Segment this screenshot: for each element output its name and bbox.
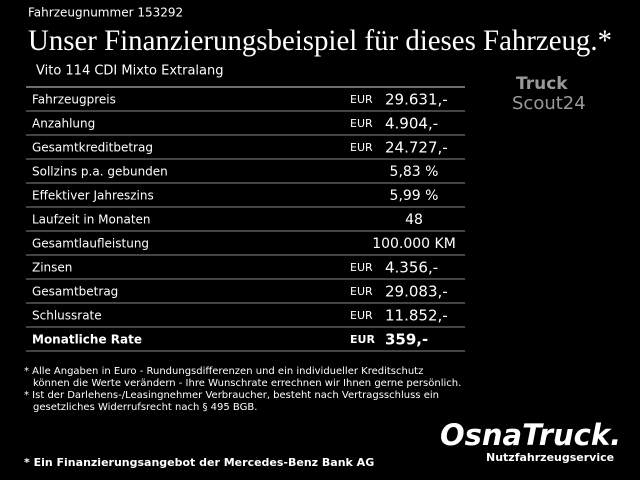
row-currency: EUR — [350, 285, 373, 298]
row-currency: EUR — [350, 333, 375, 346]
dealer-name: OsnaTruck. — [440, 418, 621, 452]
footnotes: * Alle Angaben in Euro - Rundungsdiffere… — [24, 366, 461, 413]
row-value: 29.083,- — [385, 283, 448, 301]
row-label: Fahrzeugpreis — [32, 93, 116, 107]
row-currency: EUR — [350, 117, 373, 130]
row-value: 24.727,- — [385, 139, 448, 157]
row-currency: EUR — [350, 141, 373, 154]
bottom-note: * Ein Finanzierungsangebot der Mercedes-… — [24, 456, 374, 469]
row-label: Schlussrate — [32, 309, 102, 323]
row-currency: EUR — [350, 309, 373, 322]
row-value: 4.356,- — [385, 259, 438, 277]
row-currency: EUR — [350, 93, 373, 106]
row-value: 5,83 % — [390, 164, 439, 180]
logo-scout: Scout24 — [512, 93, 586, 114]
title: Unser Finanzierungsbeispiel für dieses F… — [28, 24, 612, 57]
row-value: 5,99 % — [390, 188, 439, 204]
footnote-line: können die Werte verändern - Ihre Wunsch… — [33, 378, 461, 389]
model: Vito 114 CDI Mixto Extralang — [36, 64, 224, 79]
row-value: 359,- — [385, 331, 428, 349]
footnote-line: * Alle Angaben in Euro - Rundungsdiffere… — [24, 366, 423, 377]
logo-truck: Truck — [516, 74, 568, 94]
row-label: Gesamtbetrag — [32, 285, 118, 299]
row-label: Sollzins p.a. gebunden — [32, 165, 168, 179]
footnote-line: * Ist der Darlehens-/Leasingnehmer Verbr… — [24, 390, 439, 401]
row-label: Monatliche Rate — [32, 333, 142, 347]
row-label: Gesamtlaufleistung — [32, 237, 149, 251]
row-label: Gesamtkreditbetrag — [32, 141, 153, 155]
row-value: 4.904,- — [385, 115, 438, 133]
row-value: 48 — [405, 212, 423, 228]
row-label: Zinsen — [32, 261, 72, 275]
row-label: Anzahlung — [32, 117, 95, 131]
dealer-tagline: Nutzfahrzeugservice — [486, 451, 614, 464]
row-value: 100.000 KM — [372, 236, 456, 252]
row-value: 11.852,- — [385, 307, 448, 325]
row-label: Laufzeit in Monaten — [32, 213, 151, 227]
vehicle-number: Fahrzeugnummer 153292 — [28, 6, 183, 20]
row-value: 29.631,- — [385, 91, 448, 109]
finance-table: Fahrzeugpreis EUR 29.631,- Anzahlung EUR 4.90… — [26, 86, 465, 352]
row-currency: EUR — [350, 261, 373, 274]
row-label: Effektiver Jahreszins — [32, 189, 154, 203]
footnote-line: gesetzliches Widerrufsrecht nach § 495 B… — [33, 402, 257, 413]
